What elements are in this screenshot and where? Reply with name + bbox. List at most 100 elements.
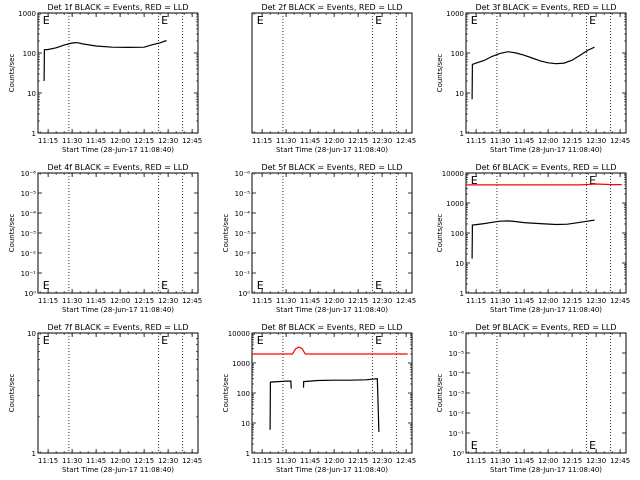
x-tick-label: 11:30	[490, 457, 510, 465]
x-tick-label: 11:30	[62, 297, 82, 305]
x-tick-label: 11:15	[466, 137, 486, 145]
y-tick-label: 1000	[446, 10, 464, 18]
e-marker: E	[257, 279, 264, 292]
data-series	[471, 219, 595, 259]
x-tick-label: 11:15	[466, 457, 486, 465]
y-tick-label: 1	[460, 290, 464, 298]
plot-frame	[37, 332, 199, 454]
y-tick-label: 10⁻⁵	[449, 350, 465, 358]
y-tick-label: 10⁻⁶	[21, 170, 37, 178]
y-tick-label: 100	[23, 50, 36, 58]
y-tick-label: 1000	[446, 200, 464, 208]
chart-panel: Det 9f BLACK = Events, RED = LLD 11:15 11:…	[436, 323, 630, 474]
y-tick-label: 100	[451, 230, 464, 238]
data-series	[471, 46, 595, 100]
y-tick-label: 1	[460, 130, 464, 138]
y-tick-label: 10000	[442, 170, 464, 178]
chart-panel: Det 6f BLACK = Events, RED = LLD 11:15 11:…	[436, 163, 630, 314]
x-tick-label: 12:30	[586, 297, 606, 305]
data-series	[302, 378, 380, 433]
y-tick-label: 100	[237, 390, 250, 398]
y-tick-label: 10⁻⁴	[235, 210, 251, 218]
y-tick-label: 10000	[228, 330, 250, 338]
x-tick-label: 11:45	[300, 457, 320, 465]
y-tick-label: 10⁰	[24, 290, 36, 298]
x-axis-label: Start Time (28-Jun-17 11:08:40)	[276, 306, 388, 314]
chart-panel: Det 7f BLACK = Events, RED = LLD 11:15 11:…	[8, 323, 202, 474]
y-tick-label: 10	[27, 330, 36, 338]
chart-title: Det 5f BLACK = Events, RED = LLD	[261, 163, 402, 172]
x-tick-label: 12:30	[158, 137, 178, 145]
x-tick-label: 12:30	[158, 297, 178, 305]
y-tick-label: 10⁰	[452, 450, 464, 458]
x-tick-label: 11:45	[300, 137, 320, 145]
y-tick-label: 1	[32, 130, 36, 138]
y-axis-label: Counts/sec	[436, 54, 444, 93]
x-tick-label: 12:00	[110, 457, 130, 465]
chart-panel: Det 2f BLACK = Events, RED = LLD 11:15 11:…	[251, 3, 416, 154]
y-tick-label: 10⁻²	[21, 250, 37, 258]
x-tick-label: 12:00	[324, 137, 344, 145]
x-tick-label: 12:30	[372, 457, 392, 465]
e-marker: E	[471, 14, 478, 27]
chart-title: Det 4f BLACK = Events, RED = LLD	[47, 163, 188, 172]
chart-title: Det 2f BLACK = Events, RED = LLD	[261, 3, 402, 12]
x-axis-label: Start Time (28-Jun-17 11:08:40)	[62, 466, 174, 474]
plot-frame	[37, 172, 199, 294]
x-tick-label: 12:00	[110, 297, 130, 305]
x-tick-label: 12:00	[538, 457, 558, 465]
y-tick-label: 10	[455, 90, 464, 98]
x-axis-label: Start Time (28-Jun-17 11:08:40)	[62, 146, 174, 154]
chart-panel: Det 8f BLACK = Events, RED = LLD 11:15 11:…	[222, 323, 416, 474]
y-axis-label: Counts/sec	[8, 214, 16, 253]
y-tick-label: 1000	[232, 360, 250, 368]
chart-title: Det 7f BLACK = Events, RED = LLD	[47, 323, 188, 332]
y-tick-label: 10⁻⁴	[449, 370, 465, 378]
x-tick-label: 12:00	[324, 297, 344, 305]
e-marker: E	[43, 279, 50, 292]
y-axis-label: Counts/sec	[8, 54, 16, 93]
x-tick-label: 12:30	[586, 457, 606, 465]
e-marker: E	[589, 174, 596, 187]
x-tick-label: 11:30	[62, 457, 82, 465]
x-tick-label: 12:45	[610, 297, 630, 305]
x-tick-label: 12:45	[610, 457, 630, 465]
e-marker: E	[471, 439, 478, 452]
x-tick-label: 11:30	[276, 297, 296, 305]
plot-frame	[251, 172, 413, 294]
x-tick-label: 11:15	[252, 137, 272, 145]
chart-title: Det 1f BLACK = Events, RED = LLD	[47, 3, 188, 12]
y-tick-label: 10⁻¹	[21, 270, 37, 278]
data-series	[466, 183, 622, 186]
x-tick-label: 12:30	[372, 137, 392, 145]
x-tick-label: 12:00	[538, 297, 558, 305]
e-marker: E	[589, 14, 596, 27]
y-axis-label: Counts/sec	[436, 374, 444, 413]
x-tick-label: 12:45	[182, 457, 202, 465]
e-marker: E	[161, 14, 168, 27]
x-tick-label: 11:15	[466, 297, 486, 305]
y-tick-label: 10	[241, 420, 250, 428]
y-tick-label: 10⁻¹	[449, 430, 465, 438]
y-tick-label: 10	[455, 260, 464, 268]
chart-panel: Det 4f BLACK = Events, RED = LLD 11:15 11:…	[8, 163, 202, 314]
x-tick-label: 12:00	[324, 457, 344, 465]
x-tick-label: 12:45	[610, 137, 630, 145]
data-series	[252, 346, 408, 355]
x-axis-label: Start Time (28-Jun-17 11:08:40)	[490, 306, 602, 314]
y-axis-label: Counts/sec	[222, 374, 230, 413]
x-tick-label: 11:30	[276, 457, 296, 465]
chart-title: Det 8f BLACK = Events, RED = LLD	[261, 323, 402, 332]
x-tick-label: 11:30	[490, 137, 510, 145]
y-tick-label: 10⁻⁵	[21, 190, 37, 198]
x-axis-label: Start Time (28-Jun-17 11:08:40)	[276, 466, 388, 474]
y-axis-label: Counts/sec	[222, 214, 230, 253]
x-tick-label: 11:15	[38, 457, 58, 465]
chart-panel: Det 1f BLACK = Events, RED = LLD 11:15 11:…	[8, 3, 202, 154]
y-axis-label: Counts/sec	[436, 214, 444, 253]
x-tick-label: 12:15	[562, 137, 582, 145]
y-tick-label: 10⁻⁴	[21, 210, 37, 218]
x-tick-label: 11:45	[86, 137, 106, 145]
data-series	[269, 380, 292, 430]
x-tick-label: 12:00	[110, 137, 130, 145]
